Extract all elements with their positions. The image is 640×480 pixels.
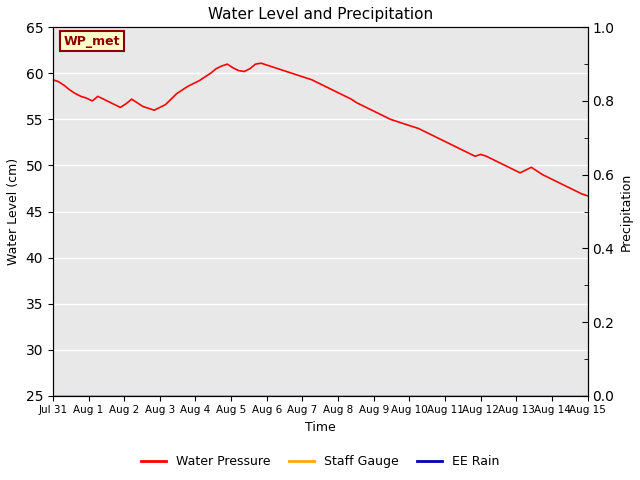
Water Pressure — [122, 101, 130, 107]
Water Pressure — [285, 70, 293, 75]
Text: WP_met: WP_met — [63, 35, 120, 48]
Y-axis label: Water Level (cm): Water Level (cm) — [7, 158, 20, 265]
Water Pressure — [257, 60, 265, 66]
Water Pressure — [342, 94, 349, 99]
Water Pressure — [325, 85, 333, 91]
Legend: Water Pressure, Staff Gauge, EE Rain: Water Pressure, Staff Gauge, EE Rain — [136, 450, 505, 473]
Water Pressure — [201, 74, 209, 80]
Line: Water Pressure: Water Pressure — [53, 63, 588, 196]
X-axis label: Time: Time — [305, 421, 335, 434]
Water Pressure — [49, 77, 57, 83]
Y-axis label: Precipitation: Precipitation — [620, 172, 633, 251]
Title: Water Level and Precipitation: Water Level and Precipitation — [208, 7, 433, 22]
Water Pressure — [545, 175, 552, 180]
Water Pressure — [584, 193, 591, 199]
